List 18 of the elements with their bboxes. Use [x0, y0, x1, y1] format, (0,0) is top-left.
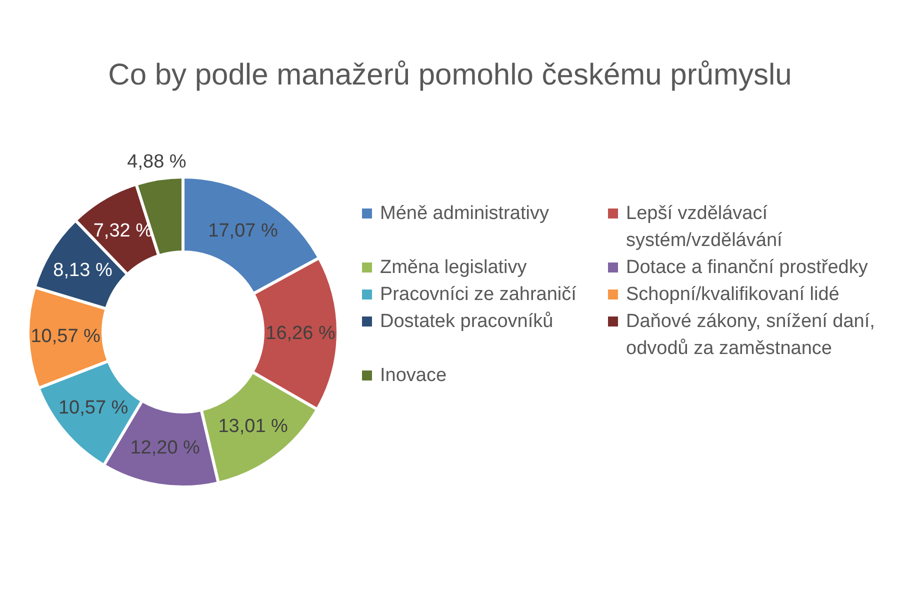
legend-label: Daňové zákony, snížení daní, odvodů za zaměstnance	[626, 311, 875, 359]
legend-label: Dotace a finanční prostředky	[626, 257, 868, 278]
legend-label: Schopní/kvalifikovaní lidé	[626, 284, 840, 305]
legend-label: Pracovníci ze zahraničí	[380, 284, 578, 305]
data-label: 10,57 %	[58, 397, 128, 418]
legend-label: Změna legislativy	[380, 257, 528, 278]
data-label: 4,88 %	[127, 152, 186, 173]
data-label: 8,13 %	[53, 260, 112, 282]
data-label: 17,07 %	[208, 220, 278, 242]
data-label: 16,26 %	[266, 322, 336, 344]
data-label: 12,20 %	[130, 438, 200, 459]
data-label: 13,01 %	[218, 416, 288, 437]
legend-label: Dostatek pracovníků	[380, 311, 554, 332]
chart-title: Co by podle manažerů pomohlo českému průmyslu	[108, 58, 792, 92]
legend-label: Lepší vzdělávací systém/vzdělávání	[626, 203, 784, 251]
legend-label: Inovace	[380, 365, 447, 386]
legend-label: Méně administrativy	[380, 203, 550, 224]
data-label: 10,57 %	[30, 326, 101, 348]
